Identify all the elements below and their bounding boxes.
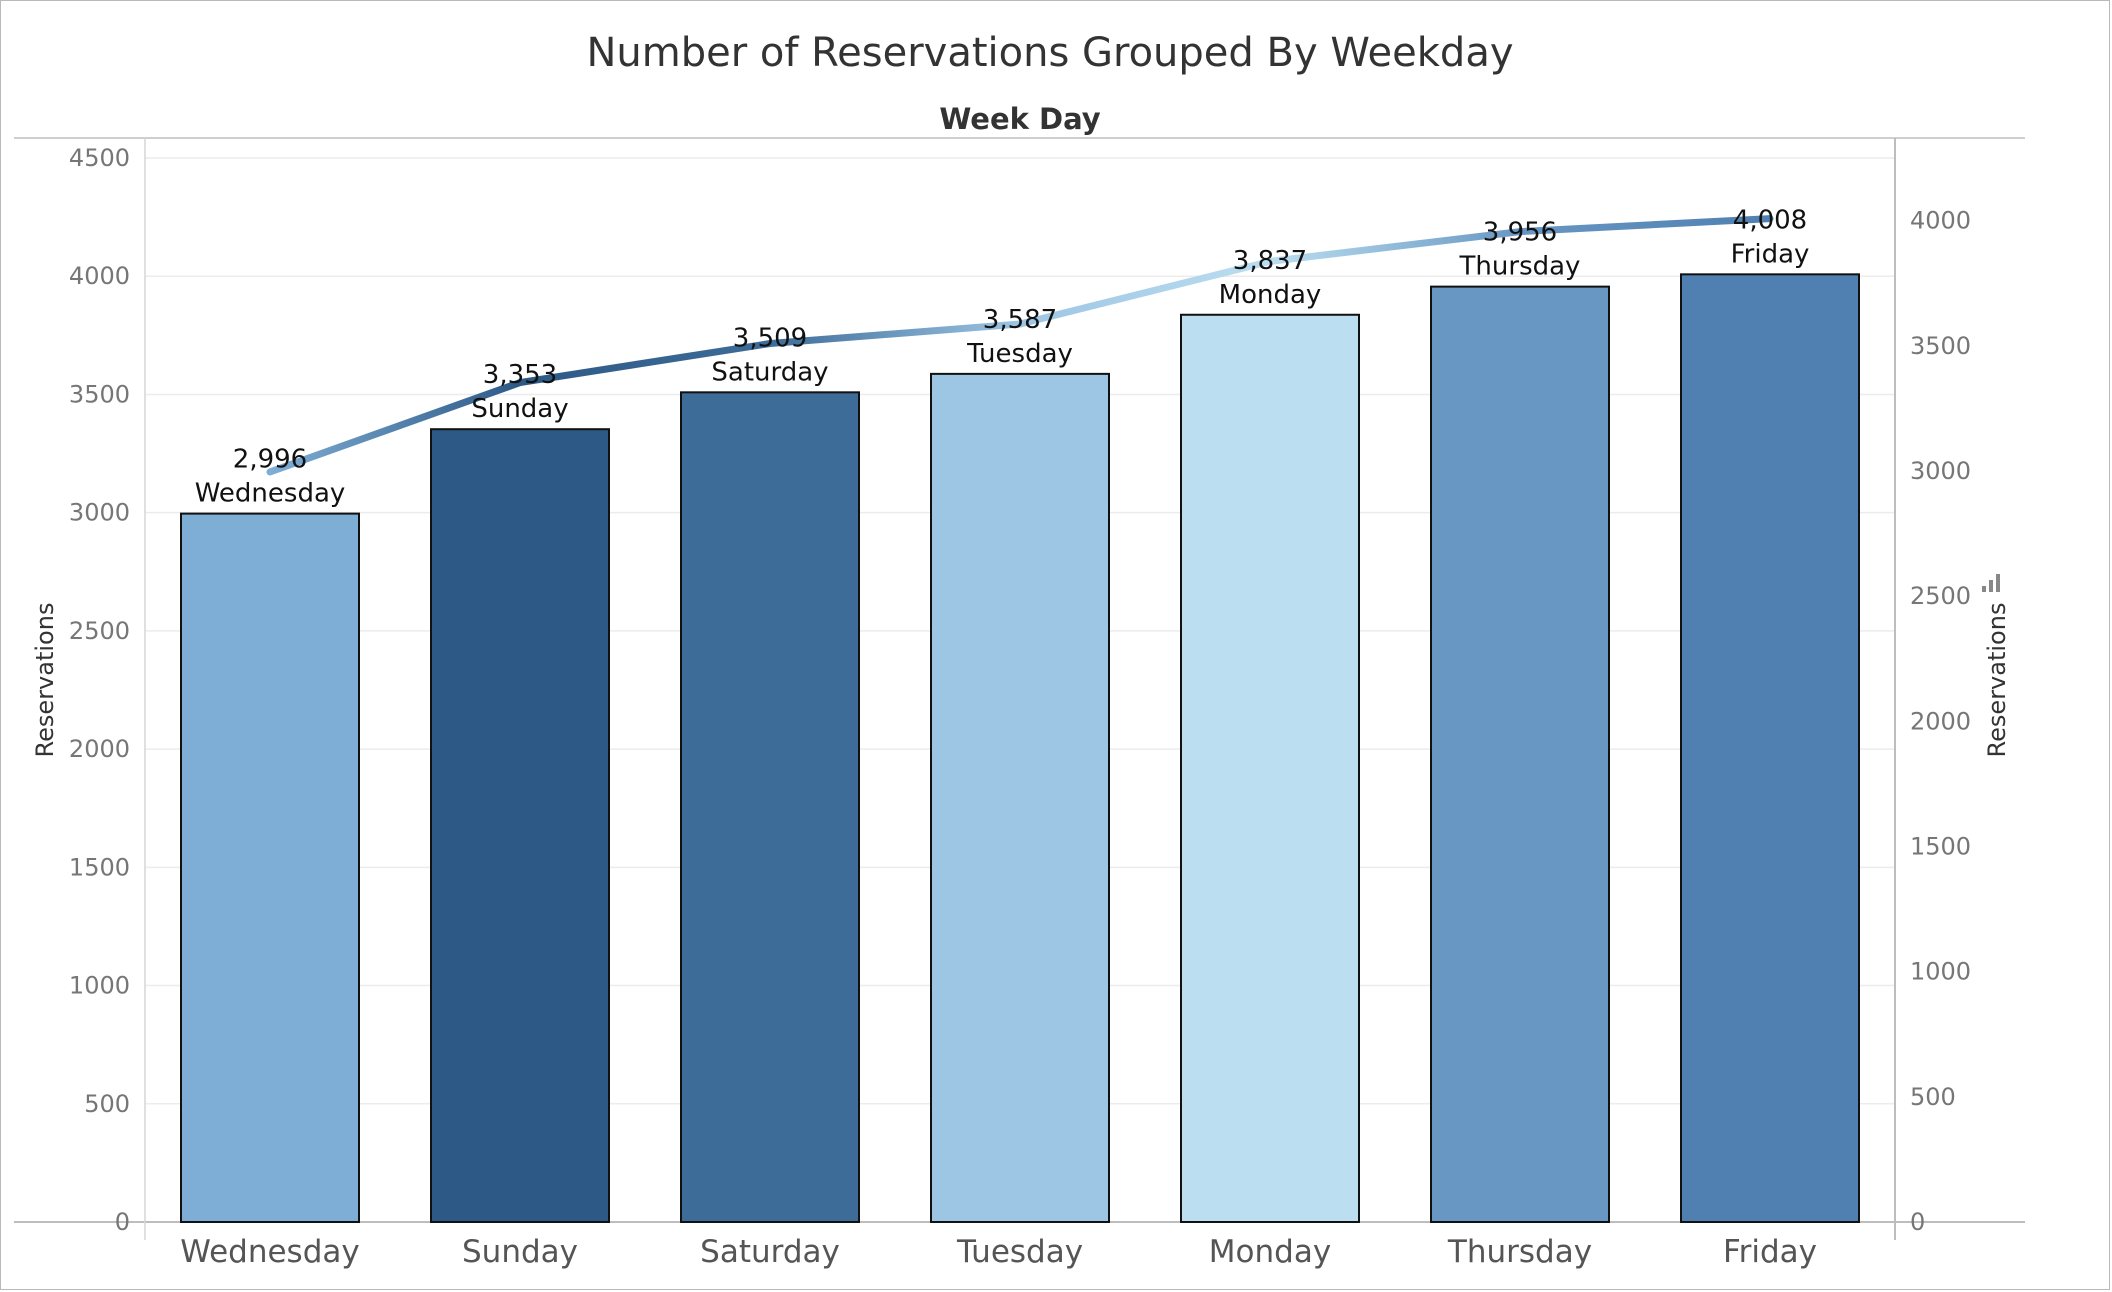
right-y-tick-label: 4000	[1910, 207, 1971, 235]
value-label: 2,996	[233, 445, 307, 475]
bar-thursday	[1430, 285, 1610, 1223]
right-y-tick-label: 1500	[1910, 832, 1971, 860]
left-y-tick-label: 2000	[69, 735, 130, 763]
bar-monday	[1180, 313, 1360, 1223]
right-y-axis-label: Reservations	[1983, 603, 2011, 758]
right-y-tick-label: 1000	[1910, 958, 1971, 986]
value-label: 3,956	[1483, 218, 1557, 248]
line-segment	[1516, 215, 1774, 236]
bar-friday	[1680, 273, 1860, 1223]
value-label: 3,353	[483, 360, 557, 390]
value-label: 3,837	[1233, 246, 1307, 276]
left-y-tick-label: 4000	[69, 262, 130, 290]
line-segment	[1016, 257, 1274, 328]
chart-title: Number of Reservations Grouped By Weekda…	[586, 30, 1513, 76]
right-y-tick-label: 2000	[1910, 707, 1971, 735]
left-y-axis: 0 500 1000 1500 2000 2500 3000 3500 4000 4500	[69, 144, 130, 1236]
value-label: 3,587	[983, 305, 1057, 335]
right-y-tick-label: 2500	[1910, 582, 1971, 610]
category-label: Monday	[1219, 280, 1322, 310]
category-label: Friday	[1731, 239, 1810, 269]
x-tick-label: Friday	[1723, 1234, 1817, 1270]
x-tick-label: Tuesday	[956, 1234, 1083, 1270]
value-label: 3,509	[733, 323, 807, 353]
bar-sunday	[430, 428, 610, 1223]
x-axis-ticks: Wednesday Sunday Saturday Tuesday Monday Thur…	[180, 1234, 1817, 1270]
category-label: Tuesday	[966, 339, 1073, 369]
bar-chart-icon	[1982, 574, 2000, 592]
bar-wednesday	[180, 512, 360, 1223]
x-tick-label: Thursday	[1447, 1234, 1592, 1270]
value-label: 4,008	[1733, 205, 1807, 235]
x-tick-label: Wednesday	[180, 1234, 359, 1270]
category-label: Wednesday	[195, 479, 346, 509]
left-y-tick-label: 3000	[69, 499, 130, 527]
line-segment	[766, 320, 1024, 348]
left-y-tick-label: 1500	[69, 853, 130, 881]
left-y-tick-label: 3500	[69, 380, 130, 408]
bar-saturday	[680, 391, 860, 1223]
left-y-axis-label: Reservations	[31, 603, 59, 758]
line-segment	[516, 340, 774, 387]
left-y-tick-label: 4500	[69, 144, 130, 172]
left-y-tick-label: 0	[115, 1208, 130, 1236]
right-y-tick-label: 0	[1910, 1208, 1925, 1236]
column-header: Week Day	[939, 102, 1100, 136]
line-segment	[1266, 228, 1524, 265]
line-segment	[266, 379, 524, 476]
bar-tuesday	[930, 372, 1110, 1223]
category-label: Thursday	[1459, 252, 1581, 282]
right-y-tick-label: 3000	[1910, 457, 1971, 485]
category-label: Saturday	[711, 357, 828, 387]
right-y-tick-label: 500	[1910, 1083, 1956, 1111]
line-series	[266, 215, 1774, 476]
x-tick-label: Saturday	[700, 1234, 840, 1270]
x-tick-label: Monday	[1209, 1234, 1331, 1270]
left-y-tick-label: 500	[84, 1090, 130, 1118]
left-y-tick-label: 2500	[69, 617, 130, 645]
bar-labels: 2,996 Wednesday 3,353 Sunday 3,509 Saturday 3,…	[195, 205, 1810, 508]
bars	[180, 273, 1860, 1223]
left-y-tick-label: 1000	[69, 972, 130, 1000]
right-y-tick-label: 3500	[1910, 332, 1971, 360]
x-tick-label: Sunday	[462, 1234, 578, 1270]
right-y-axis: 0 500 1000 1500 2000 2500 3000 3500 4000	[1910, 207, 1971, 1236]
category-label: Sunday	[471, 394, 568, 424]
